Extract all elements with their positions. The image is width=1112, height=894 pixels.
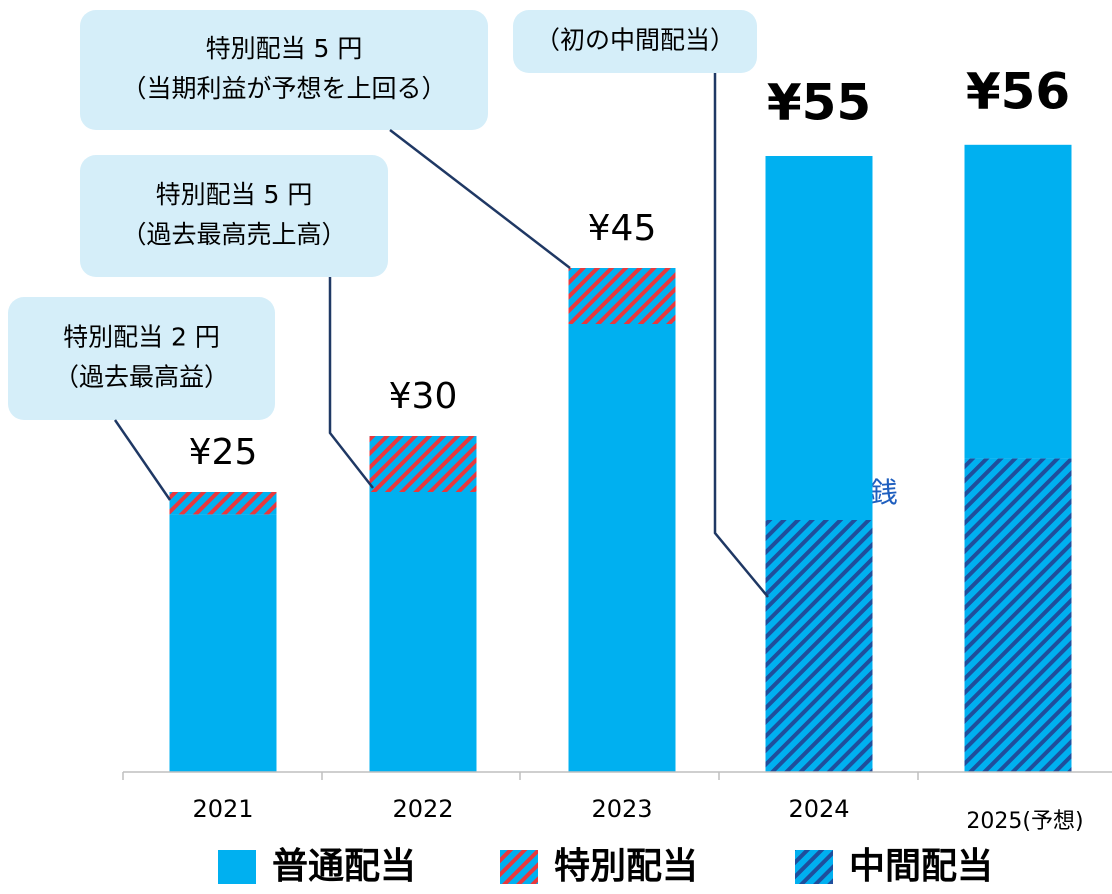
callout-text: （過去最高益） — [54, 363, 229, 392]
x-tick-label: 2023 — [591, 795, 652, 823]
legend-swatch — [500, 850, 538, 884]
x-tick-label: 2024 — [788, 795, 849, 823]
callout-box — [8, 297, 275, 420]
bar-segment — [169, 492, 277, 515]
callout-leader — [713, 73, 769, 598]
callout-box — [513, 10, 757, 73]
callout-text: 特別配当 5 円 — [156, 180, 313, 209]
bar-segment — [964, 458, 1072, 772]
bar-segment — [765, 520, 873, 772]
callout-leader — [113, 419, 172, 501]
total-label: ¥56 — [966, 62, 1070, 120]
callout-text: （当期利益が予想を上回る） — [121, 74, 446, 103]
total-label: ¥45 — [588, 208, 657, 249]
legend-swatch — [795, 850, 833, 884]
callout-text: 特別配当 5 円 — [206, 34, 363, 63]
total-label: ¥30 — [389, 376, 458, 417]
x-tick-label: 2025(予想) — [966, 809, 1083, 834]
bar-segment — [964, 144, 1072, 459]
callout-text: （初の中間配当） — [535, 26, 735, 55]
bar-segment — [369, 492, 477, 772]
total-label: ¥25 — [189, 432, 258, 473]
bar-segment — [568, 324, 676, 772]
callout-text: （過去最高売上高） — [121, 220, 346, 249]
callout-box — [80, 10, 488, 130]
callout-text: 特別配当 2 円 — [63, 323, 220, 352]
x-tick-label: 2021 — [192, 795, 253, 823]
total-label: ¥55 — [767, 74, 871, 132]
bar-segment — [765, 156, 873, 520]
legend-label: 特別配当 — [554, 846, 698, 887]
legend-label: 中間配当 — [849, 846, 993, 887]
callout-leader — [389, 129, 571, 269]
bar-segment — [169, 514, 277, 772]
legend-swatch — [218, 850, 256, 884]
callout-leader — [328, 277, 374, 489]
bar-segment — [568, 268, 676, 324]
bar-segment — [369, 436, 477, 492]
callout-box — [80, 155, 388, 277]
x-tick-label: 2022 — [392, 795, 453, 823]
legend-label: 普通配当 — [272, 846, 416, 887]
